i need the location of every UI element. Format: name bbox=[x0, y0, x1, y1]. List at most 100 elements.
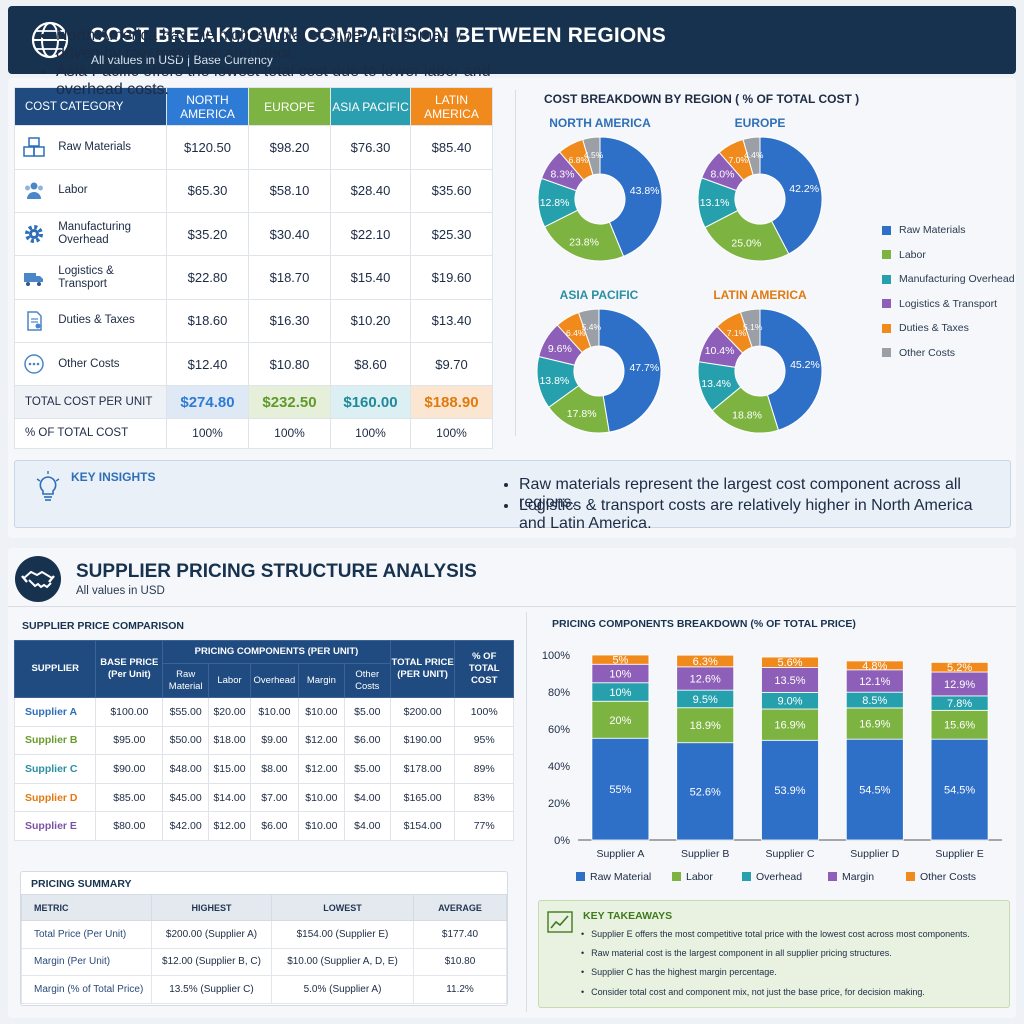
supplier-name: Supplier D bbox=[13, 782, 97, 813]
cell-value: $95.00 bbox=[95, 725, 164, 756]
more-icon bbox=[24, 354, 44, 375]
bar-data-label: 13.5% bbox=[774, 675, 805, 687]
cell-value: $100.00 bbox=[95, 697, 164, 727]
supplier-name: Supplier A bbox=[13, 697, 97, 727]
cell-value: $15.40 bbox=[330, 255, 411, 300]
table-row: Raw Materials $120.50 $98.20 $76.30 $85.… bbox=[14, 125, 493, 170]
col-other-costs: Other Costs bbox=[343, 663, 391, 698]
table-row: Supplier B $95.00 $50.00 $18.00 $9.00 $12.00 $… bbox=[13, 725, 514, 756]
cell-value: $15.00 bbox=[208, 754, 251, 784]
pie-data-label: 4.5% bbox=[584, 150, 604, 160]
cell-value: 83% bbox=[454, 782, 514, 813]
cell-value: $65.30 bbox=[166, 168, 249, 214]
bar-data-label: 9.5% bbox=[693, 694, 718, 706]
legend-swatch bbox=[906, 872, 915, 881]
table-row: Supplier C $90.00 $48.00 $15.00 $8.00 $12.00 $… bbox=[13, 754, 514, 784]
bar-segment bbox=[591, 654, 650, 665]
cell-value: $200.00 (Supplier A) bbox=[151, 920, 272, 949]
pie-data-label: 7.1% bbox=[727, 328, 747, 338]
x-tick-label: Supplier C bbox=[765, 848, 814, 860]
col-base-price: BASE PRICE (Per Unit) bbox=[95, 640, 164, 698]
y-tick-label: 80% bbox=[548, 687, 570, 699]
legend-item: Logistics & Transport bbox=[882, 292, 1015, 317]
cost-category-header: COST CATEGORY bbox=[14, 86, 167, 127]
pie-data-label: 43.8% bbox=[630, 185, 660, 197]
cell-value: $154.00 bbox=[389, 811, 456, 841]
table-row: Manufacturing Overhead $35.20 $30.40 $22… bbox=[14, 212, 493, 257]
cell-value: 13.5% (Supplier C) bbox=[151, 975, 272, 1004]
bar-segment bbox=[930, 738, 989, 841]
col-raw-material: Raw Material bbox=[162, 663, 210, 698]
cell-value: Margin (Per Unit) bbox=[21, 947, 152, 976]
pie-slice bbox=[759, 136, 823, 255]
table-row: Supplier E $80.00 $42.00 $12.00 $6.00 $10.00 $… bbox=[13, 811, 514, 841]
cell-value: $10.00 bbox=[297, 811, 345, 841]
pie-slice bbox=[742, 136, 761, 176]
pie-data-label: 9.6% bbox=[548, 343, 572, 355]
insight-item: Logistics & transport costs are relative… bbox=[519, 497, 999, 532]
pie-slice bbox=[598, 308, 662, 433]
cell-value: $98.20 bbox=[248, 125, 331, 170]
insight-item: North America has the highest total cost… bbox=[56, 27, 496, 63]
bar-segment bbox=[930, 661, 989, 673]
takeaways-title: KEY TAKEAWAYS bbox=[583, 910, 673, 922]
cell-value: $178.00 bbox=[389, 754, 456, 784]
legend-label: Other Costs bbox=[920, 871, 976, 883]
cell-value: $76.30 bbox=[330, 125, 411, 170]
bar-data-label: 15.6% bbox=[944, 720, 975, 732]
cell-value: 11.2% bbox=[413, 975, 507, 1004]
row-label: Raw Materials bbox=[14, 125, 167, 170]
pie-data-label: 47.7% bbox=[629, 362, 659, 374]
supplier-name: Supplier C bbox=[13, 754, 97, 784]
people-icon bbox=[25, 182, 43, 199]
cell-value: $4.00 bbox=[343, 782, 391, 813]
cell-value: $9.70 bbox=[410, 342, 493, 387]
total-value: $232.50 bbox=[248, 385, 331, 419]
col-average: AVERAGE bbox=[413, 894, 507, 921]
pie-data-label: 6.4% bbox=[566, 328, 586, 338]
bar-data-label: 10% bbox=[609, 669, 631, 681]
supplier-name: Supplier B bbox=[13, 725, 97, 756]
cell-value: $200.00 bbox=[389, 697, 456, 727]
y-tick-label: 60% bbox=[548, 724, 570, 736]
pie-title-na: NORTH AMERICA bbox=[549, 116, 651, 130]
bar-segment bbox=[845, 660, 904, 671]
pie-data-label: 13.1% bbox=[700, 197, 730, 209]
row-label: Duties & Taxes bbox=[14, 298, 167, 344]
table-row: Margin (% of Total Price) 13.5% (Supplie… bbox=[21, 975, 507, 1004]
x-tick-label: Supplier A bbox=[596, 848, 644, 860]
region-header-la: LATIN AMERICA bbox=[410, 86, 493, 127]
bar-chart-title: PRICING COMPONENTS BREAKDOWN (% OF TOTAL… bbox=[552, 618, 856, 630]
cell-value: Margin (% of Total Price) bbox=[21, 975, 152, 1004]
pie-slice bbox=[577, 308, 600, 349]
pie-data-label: 7.0% bbox=[729, 155, 749, 165]
cell-value: $9.00 bbox=[249, 725, 299, 756]
pie-data-label: 42.2% bbox=[789, 183, 819, 195]
cell-value: $35.60 bbox=[410, 168, 493, 214]
legend-item: Manufacturing Overhead bbox=[882, 267, 1015, 292]
pie-slice bbox=[599, 136, 663, 258]
bar-segment bbox=[676, 654, 735, 668]
takeaway-item: Raw material cost is the largest compone… bbox=[581, 948, 970, 967]
total-label: TOTAL COST PER UNIT bbox=[14, 385, 167, 419]
cell-value: $22.10 bbox=[330, 212, 411, 257]
cell-value: $165.00 bbox=[389, 782, 456, 813]
cell-value: $8.60 bbox=[330, 342, 411, 387]
legend-label: Margin bbox=[842, 871, 874, 883]
col-total-price: TOTAL PRICE (PER UNIT) bbox=[389, 640, 456, 698]
cost-table: COST CATEGORY NORTH AMERICA EUROPE ASIA … bbox=[14, 86, 493, 450]
x-tick-label: Supplier E bbox=[935, 848, 983, 860]
table-row: Supplier A $100.00 $55.00 $20.00 $10.00 $10.0… bbox=[13, 697, 514, 727]
bar-data-label: 18.9% bbox=[690, 720, 721, 732]
cell-value: $13.40 bbox=[410, 298, 493, 344]
cell-value: $10.00 (Supplier A, D, E) bbox=[271, 947, 414, 976]
takeaway-item: Supplier E offers the most competitive t… bbox=[581, 929, 970, 948]
document-icon bbox=[27, 311, 42, 331]
x-tick-label: Supplier B bbox=[681, 848, 729, 860]
cell-value: $5.00 bbox=[343, 697, 391, 727]
key-insights-box: KEY INSIGHTS bbox=[14, 460, 1011, 528]
cell-value: $30.40 bbox=[248, 212, 331, 257]
supplier-name: Supplier E bbox=[13, 811, 97, 841]
pie-slice bbox=[759, 308, 823, 431]
supplier-table: SUPPLIER BASE PRICE (Per Unit) PRICING C… bbox=[13, 640, 514, 841]
